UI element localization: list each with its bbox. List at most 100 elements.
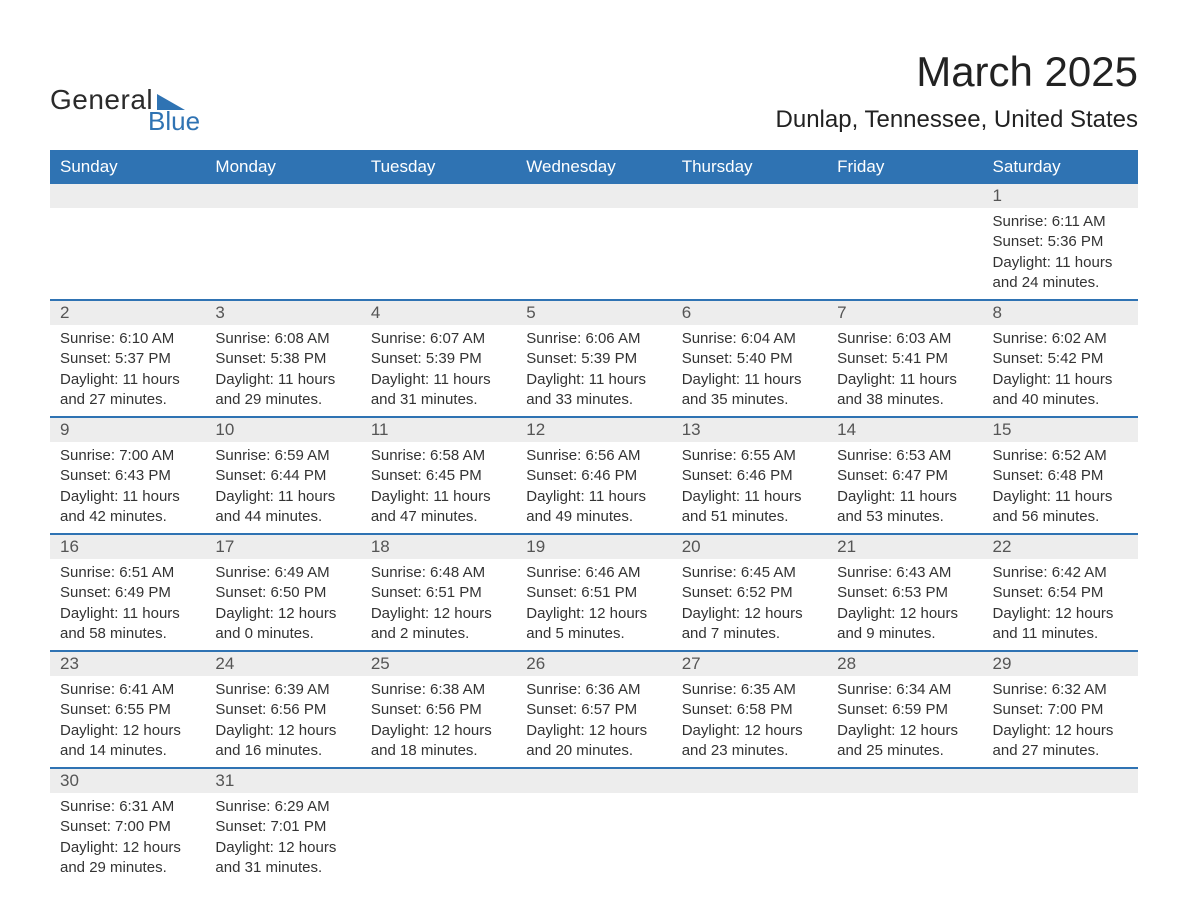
sunrise-text: Sunrise: 6:08 AM (215, 329, 350, 349)
sunrise-text: Sunrise: 6:07 AM (371, 329, 506, 349)
sunrise-text: Sunrise: 6:32 AM (993, 680, 1128, 700)
day-number (361, 194, 381, 198)
week-row: 2Sunrise: 6:10 AMSunset: 5:37 PMDaylight… (50, 299, 1138, 416)
daylight-text: Daylight: 12 hours and 18 minutes. (371, 721, 506, 762)
daylight-text: Daylight: 11 hours and 27 minutes. (60, 370, 195, 411)
day-number (516, 779, 536, 783)
day-content: Sunrise: 6:41 AMSunset: 6:55 PMDaylight:… (50, 676, 205, 767)
day-number-bar: 16 (50, 535, 205, 559)
day-content: Sunrise: 6:08 AMSunset: 5:38 PMDaylight:… (205, 325, 360, 416)
weekday-friday: Friday (827, 150, 982, 184)
day-number: 31 (205, 769, 244, 793)
day-number: 22 (983, 535, 1022, 559)
day-content: Sunrise: 6:10 AMSunset: 5:37 PMDaylight:… (50, 325, 205, 416)
sunrise-text: Sunrise: 6:38 AM (371, 680, 506, 700)
weekday-header-row: Sunday Monday Tuesday Wednesday Thursday… (50, 150, 1138, 184)
sunrise-text: Sunrise: 6:49 AM (215, 563, 350, 583)
sunset-text: Sunset: 7:00 PM (60, 817, 195, 837)
week-row: 23Sunrise: 6:41 AMSunset: 6:55 PMDayligh… (50, 650, 1138, 767)
sunrise-text: Sunrise: 6:55 AM (682, 446, 817, 466)
sunset-text: Sunset: 5:41 PM (837, 349, 972, 369)
day-cell: 7Sunrise: 6:03 AMSunset: 5:41 PMDaylight… (827, 299, 982, 416)
day-content: Sunrise: 6:45 AMSunset: 6:52 PMDaylight:… (672, 559, 827, 650)
daylight-text: Daylight: 11 hours and 44 minutes. (215, 487, 350, 528)
day-number: 23 (50, 652, 89, 676)
day-number: 11 (361, 418, 399, 442)
day-number-bar: 26 (516, 652, 671, 676)
day-content: Sunrise: 6:11 AMSunset: 5:36 PMDaylight:… (983, 208, 1138, 299)
calendar: Sunday Monday Tuesday Wednesday Thursday… (50, 150, 1138, 884)
day-number: 20 (672, 535, 711, 559)
day-cell (827, 184, 982, 299)
day-number-bar: 13 (672, 418, 827, 442)
sunset-text: Sunset: 7:01 PM (215, 817, 350, 837)
day-number: 18 (361, 535, 400, 559)
day-cell: 2Sunrise: 6:10 AMSunset: 5:37 PMDaylight… (50, 299, 205, 416)
sunrise-text: Sunrise: 6:35 AM (682, 680, 817, 700)
day-cell (827, 767, 982, 884)
day-number-bar: 10 (205, 418, 360, 442)
sunset-text: Sunset: 6:51 PM (526, 583, 661, 603)
sunset-text: Sunset: 5:39 PM (526, 349, 661, 369)
day-cell: 31Sunrise: 6:29 AMSunset: 7:01 PMDayligh… (205, 767, 360, 884)
day-number-bar: 9 (50, 418, 205, 442)
week-row: 30Sunrise: 6:31 AMSunset: 7:00 PMDayligh… (50, 767, 1138, 884)
logo-text-general: General (50, 86, 153, 114)
day-content: Sunrise: 7:00 AMSunset: 6:43 PMDaylight:… (50, 442, 205, 533)
day-content: Sunrise: 6:48 AMSunset: 6:51 PMDaylight:… (361, 559, 516, 650)
day-number (672, 779, 692, 783)
day-number-bar: 20 (672, 535, 827, 559)
sunset-text: Sunset: 6:46 PM (526, 466, 661, 486)
sunset-text: Sunset: 5:39 PM (371, 349, 506, 369)
sunset-text: Sunset: 5:37 PM (60, 349, 195, 369)
day-cell: 10Sunrise: 6:59 AMSunset: 6:44 PMDayligh… (205, 416, 360, 533)
sunrise-text: Sunrise: 6:58 AM (371, 446, 506, 466)
day-content: Sunrise: 6:31 AMSunset: 7:00 PMDaylight:… (50, 793, 205, 884)
day-content: Sunrise: 6:39 AMSunset: 6:56 PMDaylight:… (205, 676, 360, 767)
day-cell: 28Sunrise: 6:34 AMSunset: 6:59 PMDayligh… (827, 650, 982, 767)
day-cell: 20Sunrise: 6:45 AMSunset: 6:52 PMDayligh… (672, 533, 827, 650)
weekday-monday: Monday (205, 150, 360, 184)
day-cell (672, 767, 827, 884)
sunrise-text: Sunrise: 6:56 AM (526, 446, 661, 466)
day-number: 4 (361, 301, 390, 325)
daylight-text: Daylight: 11 hours and 47 minutes. (371, 487, 506, 528)
day-content: Sunrise: 6:06 AMSunset: 5:39 PMDaylight:… (516, 325, 671, 416)
day-number-bar (672, 184, 827, 208)
day-number: 30 (50, 769, 89, 793)
sunrise-text: Sunrise: 6:31 AM (60, 797, 195, 817)
daylight-text: Daylight: 11 hours and 33 minutes. (526, 370, 661, 411)
day-cell: 29Sunrise: 6:32 AMSunset: 7:00 PMDayligh… (983, 650, 1138, 767)
day-cell: 3Sunrise: 6:08 AMSunset: 5:38 PMDaylight… (205, 299, 360, 416)
title-block: March 2025 Dunlap, Tennessee, United Sta… (776, 48, 1138, 134)
sunset-text: Sunset: 5:40 PM (682, 349, 817, 369)
day-cell: 17Sunrise: 6:49 AMSunset: 6:50 PMDayligh… (205, 533, 360, 650)
sunrise-text: Sunrise: 6:11 AM (993, 212, 1128, 232)
daylight-text: Daylight: 11 hours and 53 minutes. (837, 487, 972, 528)
day-number (516, 194, 536, 198)
sunrise-text: Sunrise: 6:06 AM (526, 329, 661, 349)
day-content: Sunrise: 6:04 AMSunset: 5:40 PMDaylight:… (672, 325, 827, 416)
day-number (827, 779, 847, 783)
sunrise-text: Sunrise: 6:46 AM (526, 563, 661, 583)
day-number-bar: 18 (361, 535, 516, 559)
day-content: Sunrise: 6:02 AMSunset: 5:42 PMDaylight:… (983, 325, 1138, 416)
daylight-text: Daylight: 12 hours and 7 minutes. (682, 604, 817, 645)
day-number: 21 (827, 535, 866, 559)
daylight-text: Daylight: 11 hours and 29 minutes. (215, 370, 350, 411)
sunset-text: Sunset: 6:43 PM (60, 466, 195, 486)
daylight-text: Daylight: 11 hours and 31 minutes. (371, 370, 506, 411)
day-number (361, 779, 381, 783)
sunset-text: Sunset: 6:56 PM (215, 700, 350, 720)
weekday-sunday: Sunday (50, 150, 205, 184)
day-cell: 5Sunrise: 6:06 AMSunset: 5:39 PMDaylight… (516, 299, 671, 416)
day-number: 19 (516, 535, 555, 559)
daylight-text: Daylight: 12 hours and 23 minutes. (682, 721, 817, 762)
daylight-text: Daylight: 12 hours and 20 minutes. (526, 721, 661, 762)
day-number-bar: 21 (827, 535, 982, 559)
day-number: 29 (983, 652, 1022, 676)
logo-text-blue: Blue (148, 108, 200, 134)
day-content: Sunrise: 6:38 AMSunset: 6:56 PMDaylight:… (361, 676, 516, 767)
week-row: 9Sunrise: 7:00 AMSunset: 6:43 PMDaylight… (50, 416, 1138, 533)
day-number: 5 (516, 301, 545, 325)
